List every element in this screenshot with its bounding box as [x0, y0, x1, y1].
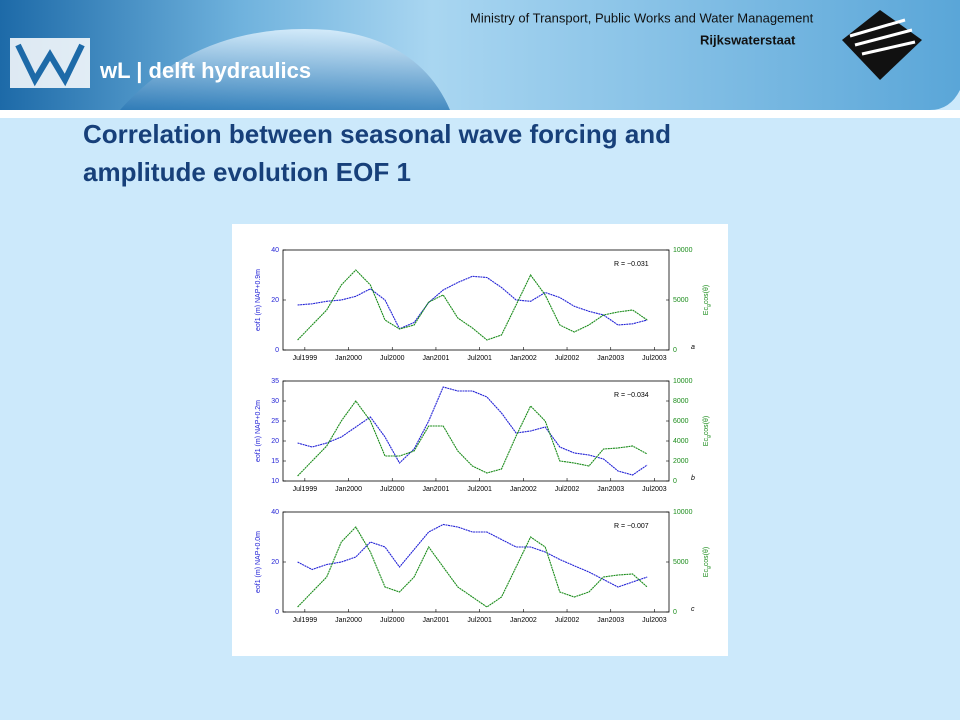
x-tick-label: Jul2001	[467, 486, 492, 493]
y-tick-label: 20	[271, 297, 279, 304]
y2-axis-label: Ecgcos(θ)	[703, 416, 712, 446]
annotation: R = −0.034	[614, 392, 649, 399]
y-tick-label: 25	[271, 418, 279, 425]
x-tick-label: Jul2002	[555, 486, 580, 493]
x-tick-label: Jul1999	[293, 355, 318, 362]
y-tick-label: 0	[275, 609, 279, 616]
y2-axis-label-part: g	[706, 304, 712, 307]
y2-tick-label: 4000	[673, 438, 689, 445]
y-tick-label: 20	[271, 559, 279, 566]
y2-tick-label: 8000	[673, 398, 689, 405]
y2-axis-label-part: g	[706, 435, 712, 438]
y-tick-label: 30	[271, 398, 279, 405]
y2-tick-label: 5000	[673, 297, 689, 304]
x-tick-label: Jan2001	[423, 486, 450, 493]
figure-panel	[232, 224, 728, 656]
y2-axis-label: Ecgcos(θ)	[703, 285, 712, 315]
brand: wL | delft hydraulics	[99, 58, 311, 83]
data-line	[297, 400, 648, 477]
data-line	[297, 526, 648, 608]
plot-frame	[282, 380, 670, 482]
y2-tick-label: 6000	[673, 418, 689, 425]
wl-logo	[10, 38, 90, 88]
x-tick-label: Jul2001	[467, 617, 492, 624]
slide-title: amplitude evolution EOF 1	[83, 157, 411, 187]
y-axis-label: eof1 (m) NAP+0.2m	[255, 400, 262, 462]
x-tick-label: Jul1999	[293, 617, 318, 624]
y-tick-label: 15	[271, 458, 279, 465]
y2-axis-label: Ecgcos(θ)	[703, 547, 712, 577]
y2-tick-label: 10000	[673, 378, 693, 385]
y2-tick-label: 10000	[673, 509, 693, 516]
y-tick-label: 0	[275, 347, 279, 354]
x-tick-label: Jul2000	[380, 486, 405, 493]
data-line	[297, 269, 648, 341]
y2-axis-label-part: Ec	[703, 438, 710, 447]
y2-tick-label: 0	[673, 347, 677, 354]
annotation: R = −0.007	[614, 523, 649, 530]
data-line	[297, 275, 648, 330]
x-tick-label: Jan2000	[335, 486, 362, 493]
x-tick-label: Jan2001	[423, 617, 450, 624]
panel-label: b	[691, 475, 695, 482]
x-tick-label: Jul2002	[555, 617, 580, 624]
x-tick-label: Jan2003	[597, 486, 624, 493]
y-tick-label: 40	[271, 247, 279, 254]
agency: Rijkswaterstaat	[700, 32, 796, 47]
x-tick-label: Jul2002	[555, 355, 580, 362]
x-tick-label: Jan2000	[335, 617, 362, 624]
y2-axis-label-part: g	[706, 566, 712, 569]
panel-label: a	[691, 344, 695, 351]
y2-tick-label: 10000	[673, 247, 693, 254]
y-tick-label: 35	[271, 378, 279, 385]
x-tick-label: Jan2003	[597, 355, 624, 362]
y-axis-label: eof1 (m) NAP+0.0m	[255, 531, 262, 593]
x-tick-label: Jan2001	[423, 355, 450, 362]
rws-logo-stripes	[849, 18, 916, 56]
x-tick-label: Jul2003	[642, 486, 667, 493]
y2-tick-label: 0	[673, 478, 677, 485]
y2-tick-label: 0	[673, 609, 677, 616]
y2-axis-label-part: cos(θ)	[703, 416, 710, 435]
x-tick-label: Jul2001	[467, 355, 492, 362]
rws-logo	[842, 10, 922, 80]
x-tick-label: Jul2000	[380, 355, 405, 362]
y2-axis-label-part: Ec	[703, 307, 710, 316]
y2-axis-label-part: Ec	[703, 569, 710, 578]
x-tick-label: Jan2002	[510, 355, 537, 362]
x-tick-label: Jul2003	[642, 617, 667, 624]
data-line	[297, 386, 648, 476]
y2-axis-label-part: cos(θ)	[703, 547, 710, 566]
y-axis-label: eof1 (m) NAP+0.9m	[255, 269, 262, 331]
slide-title: Correlation between seasonal wave forcin…	[83, 119, 671, 149]
y2-axis-label-part: cos(θ)	[703, 285, 710, 304]
annotation: R = −0.031	[614, 261, 649, 268]
wl-logo-mark	[15, 43, 85, 87]
y-tick-label: 40	[271, 509, 279, 516]
x-tick-label: Jan2000	[335, 355, 362, 362]
panel-label: c	[691, 606, 695, 613]
x-tick-label: Jan2002	[510, 617, 537, 624]
x-tick-label: Jul1999	[293, 486, 318, 493]
header-rule	[0, 110, 960, 118]
x-tick-label: Jul2000	[380, 617, 405, 624]
x-tick-label: Jan2002	[510, 486, 537, 493]
y-tick-label: 20	[271, 438, 279, 445]
x-tick-label: Jan2003	[597, 617, 624, 624]
y-tick-label: 10	[271, 478, 279, 485]
data-line	[297, 523, 648, 588]
y2-tick-label: 5000	[673, 559, 689, 566]
y2-tick-label: 2000	[673, 458, 689, 465]
x-tick-label: Jul2003	[642, 355, 667, 362]
wave-graphic	[120, 29, 450, 110]
organization: Ministry of Transport, Public Works and …	[470, 10, 814, 25]
